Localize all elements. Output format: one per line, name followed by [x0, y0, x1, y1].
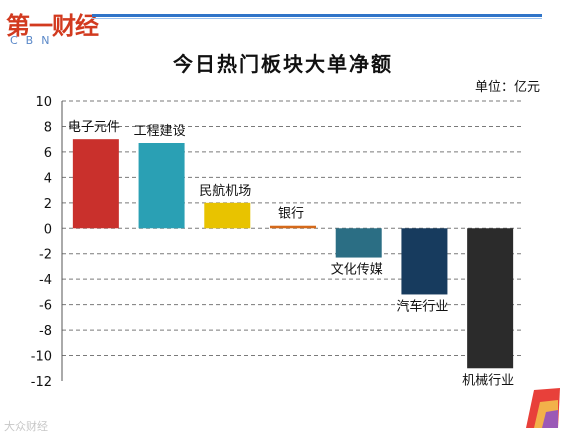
y-tick-label: -12 [31, 375, 52, 390]
y-tick-label: 6 [44, 146, 52, 161]
y-tick-label: 2 [44, 197, 52, 212]
y-tick-label: 8 [44, 120, 52, 135]
unit-label: 单位：亿元 [474, 80, 540, 95]
y-tick-label: -10 [31, 350, 52, 365]
corner-decoration [526, 388, 560, 428]
bar [138, 143, 185, 229]
y-tick-label: 10 [35, 95, 52, 110]
cbn-logo: 第一财经 CBN [6, 6, 106, 50]
category-label: 机械行业 [462, 373, 514, 388]
y-tick-label: 0 [44, 222, 52, 237]
bar [401, 228, 448, 295]
y-tick-label: 4 [44, 171, 52, 186]
logo-main-text: 第一财经 [6, 12, 99, 40]
bar [270, 225, 316, 229]
header-rule-thin [92, 18, 542, 19]
bar [467, 228, 514, 369]
logo-sub-text: CBN [10, 34, 58, 47]
bar [335, 228, 382, 258]
chart-title: 今日热门板块大单净额 [173, 52, 393, 76]
category-label: 电子元件 [68, 120, 120, 135]
y-tick-label: -4 [39, 273, 52, 288]
bar [204, 202, 251, 229]
header-rule [92, 14, 542, 17]
category-label: 银行 [278, 207, 304, 222]
category-label: 民航机场 [199, 183, 251, 199]
category-label: 文化传媒 [331, 263, 383, 278]
category-label: 汽车行业 [396, 298, 448, 314]
category-label: 工程建设 [134, 124, 186, 139]
watermark: 大众财经 [4, 420, 48, 433]
y-tick-label: -6 [39, 299, 52, 314]
y-tick-label: -8 [39, 324, 52, 339]
y-tick-label: -2 [39, 248, 52, 263]
bar [72, 139, 119, 229]
